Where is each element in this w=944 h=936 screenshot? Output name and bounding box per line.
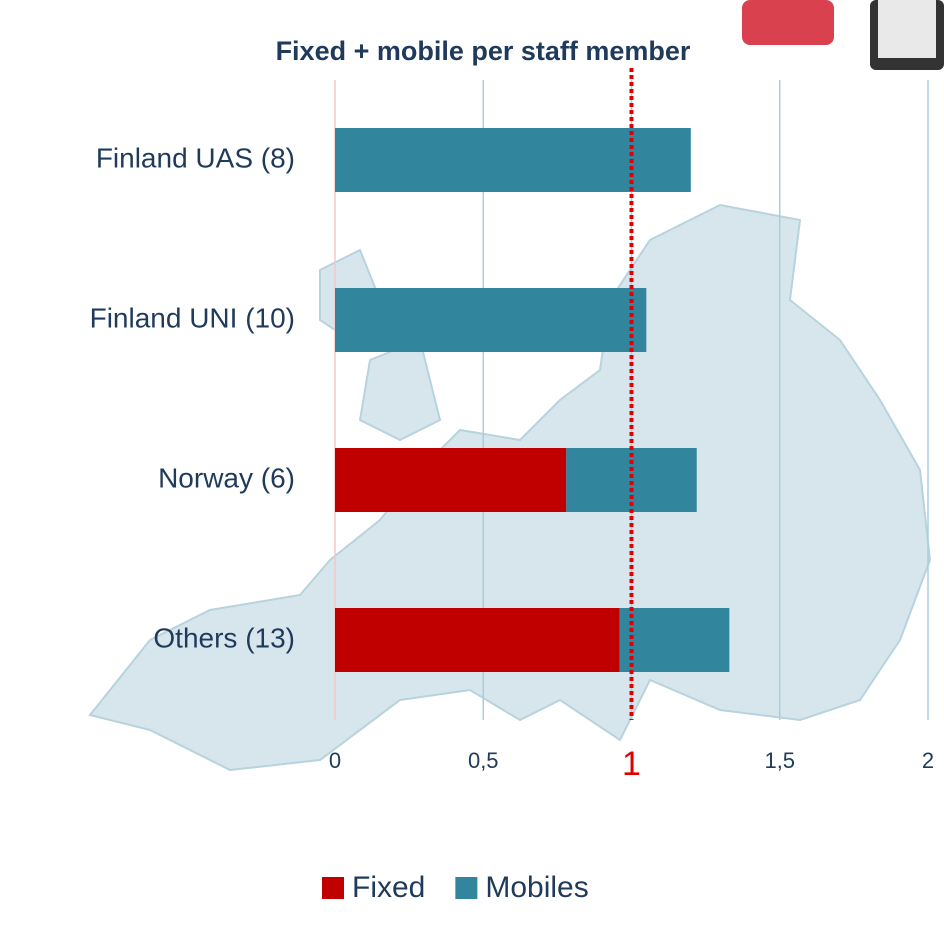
chart-title: Fixed + mobile per staff member <box>276 36 691 66</box>
legend-label: Fixed <box>352 871 425 904</box>
legend-swatch <box>455 877 478 899</box>
y-tick-label: Norway (6) <box>158 462 295 493</box>
bar-segment <box>335 608 620 672</box>
x-tick-label: 0,5 <box>468 748 499 773</box>
y-tick-label: Finland UAS (8) <box>96 142 295 173</box>
x-tick-label: 2 <box>922 748 934 773</box>
legend-swatch <box>322 877 344 899</box>
bar-segment <box>335 448 567 512</box>
legend-label: Mobiles <box>485 871 588 904</box>
bar-segment <box>566 448 697 512</box>
bar-segment <box>335 128 691 192</box>
x-tick-label: 1 <box>622 745 641 783</box>
x-tick-label: 0 <box>329 748 341 773</box>
bar-segment <box>335 288 647 352</box>
y-tick-label: Others (13) <box>153 622 295 653</box>
y-tick-label: Finland UNI (10) <box>90 302 295 333</box>
bar-segment <box>619 608 730 672</box>
x-tick-label: 1,5 <box>764 748 795 773</box>
phone-icon <box>742 0 944 70</box>
